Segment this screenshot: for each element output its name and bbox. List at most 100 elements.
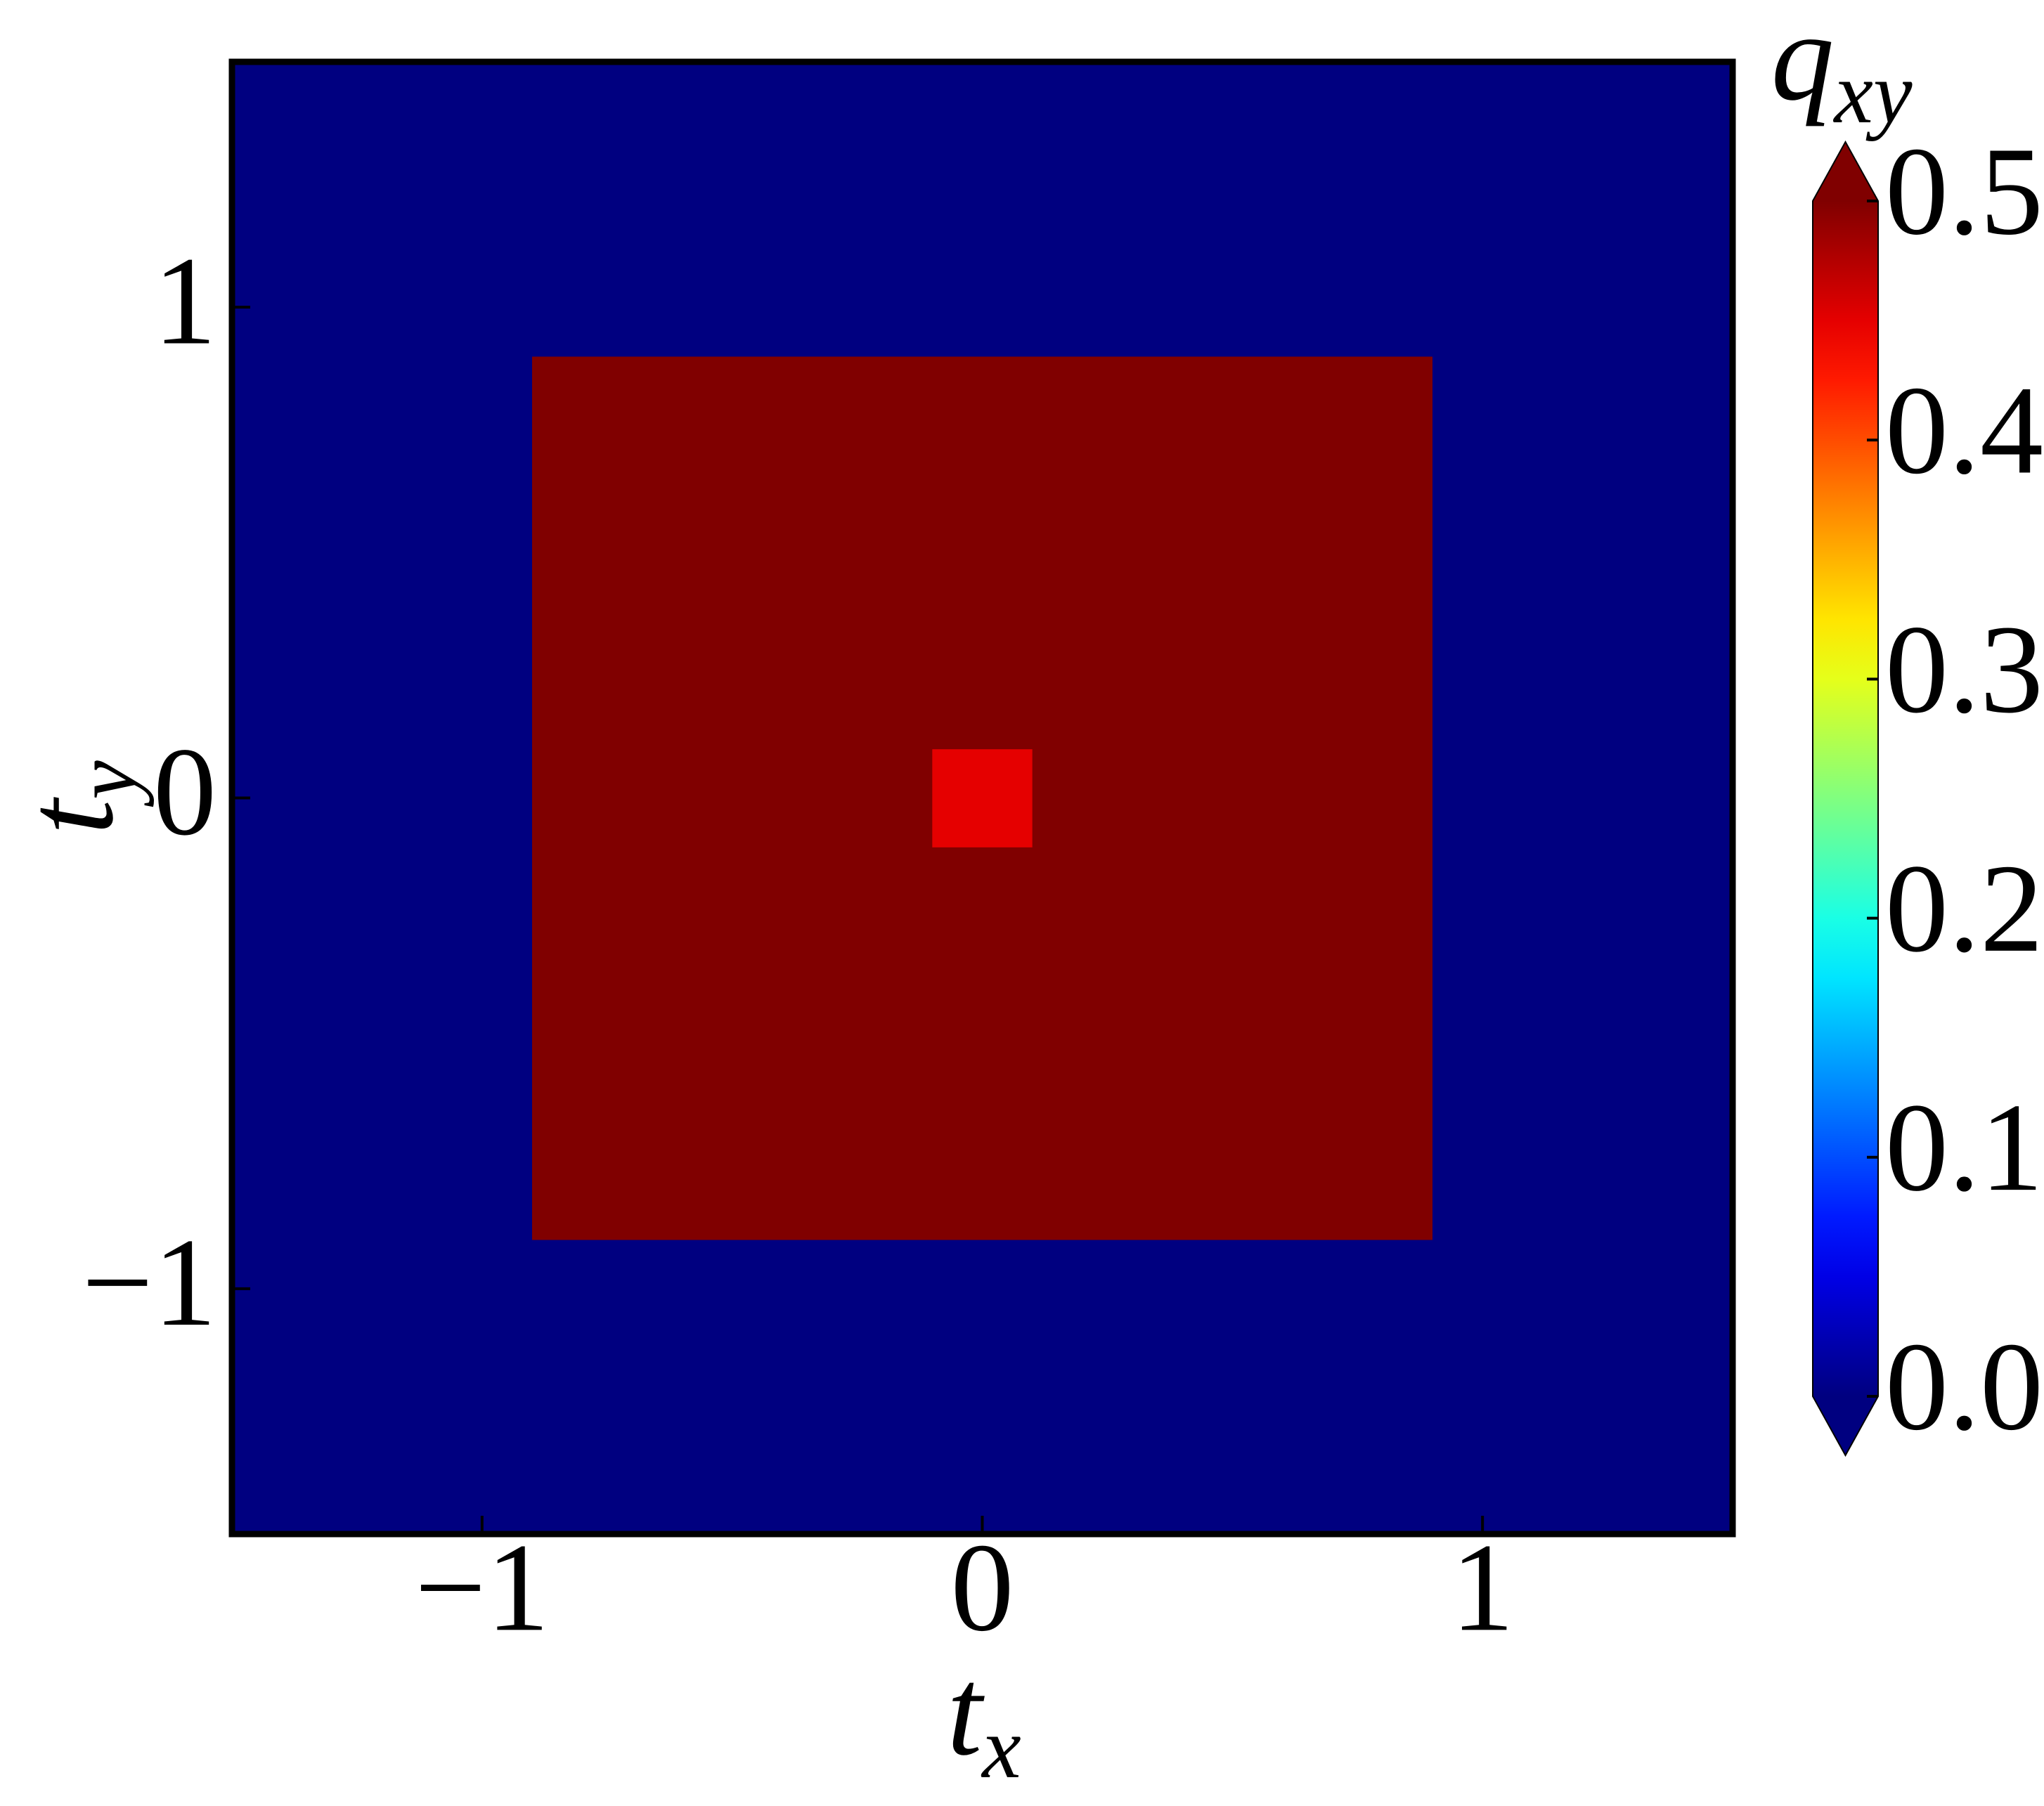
heatmap-cell xyxy=(1132,748,1233,847)
heatmap-cell xyxy=(1032,651,1133,750)
heatmap-cell xyxy=(1432,847,1533,946)
heatmap-cell xyxy=(632,945,733,1044)
x-axis-label-base: t xyxy=(947,1642,985,1781)
heatmap-cell xyxy=(1232,945,1333,1044)
heatmap-cell xyxy=(832,1337,933,1436)
heatmap-cell xyxy=(1132,1043,1233,1142)
heatmap-cell xyxy=(432,552,533,651)
y-tick-label: −1 xyxy=(82,1212,216,1352)
heatmap-cell xyxy=(332,160,433,259)
heatmap-cell xyxy=(1532,1043,1634,1142)
heatmap-cell xyxy=(432,454,533,553)
heatmap-cell xyxy=(1532,651,1634,750)
heatmap-cell xyxy=(1432,160,1533,259)
x-tick-label: −1 xyxy=(415,1517,550,1657)
heatmap-cell xyxy=(632,651,733,750)
heatmap-cell xyxy=(1632,1240,1733,1339)
heatmap-cell xyxy=(1132,1141,1233,1240)
heatmap-cell xyxy=(532,62,633,161)
heatmap-cell xyxy=(1532,1337,1634,1436)
heatmap-cell xyxy=(332,748,433,847)
heatmap-cell xyxy=(832,552,933,651)
heatmap-cell xyxy=(532,651,633,750)
heatmap-cell xyxy=(532,160,633,259)
heatmap-cell xyxy=(1332,1240,1433,1339)
y-tick-label: 1 xyxy=(153,230,216,370)
heatmap-cell xyxy=(1332,847,1433,946)
heatmap-cell xyxy=(1632,62,1733,161)
heatmap-cell xyxy=(1332,1043,1433,1142)
heatmap-cell xyxy=(1432,62,1533,161)
heatmap-cell xyxy=(332,1240,433,1339)
heatmap-cell xyxy=(1632,1436,1733,1535)
heatmap-cell xyxy=(932,1240,1033,1339)
heatmap-cell xyxy=(1632,1337,1733,1436)
x-tick-label: 1 xyxy=(1451,1517,1514,1657)
heatmap-cell xyxy=(1232,748,1333,847)
heatmap-cell xyxy=(1432,552,1533,651)
heatmap-cell xyxy=(1532,160,1634,259)
heatmap-cell xyxy=(1232,1436,1333,1535)
heatmap-cell xyxy=(232,847,332,946)
heatmap-cell xyxy=(832,258,933,357)
heatmap-cell xyxy=(1432,651,1533,750)
heatmap-cell xyxy=(332,258,433,357)
heatmap-cell xyxy=(732,552,833,651)
heatmap-cell xyxy=(832,160,933,259)
heatmap-cell xyxy=(732,1337,833,1436)
heatmap-cell xyxy=(432,748,533,847)
heatmap-cell xyxy=(832,651,933,750)
heatmap-cell xyxy=(1332,1436,1433,1535)
heatmap-cell xyxy=(932,1337,1033,1436)
heatmap-cell xyxy=(532,552,633,651)
heatmap-cell xyxy=(1632,748,1733,847)
heatmap-cell xyxy=(932,454,1033,553)
heatmap-cell xyxy=(232,1436,332,1535)
y-axis-label-base: t xyxy=(0,797,139,835)
heatmap-cell xyxy=(432,1337,533,1436)
heatmap-cell xyxy=(332,356,433,455)
heatmap-cell xyxy=(1332,356,1433,455)
heatmap-cell xyxy=(632,356,733,455)
heatmap-cell xyxy=(1132,651,1233,750)
heatmap-cell xyxy=(1532,847,1634,946)
heatmap-cell xyxy=(532,1337,633,1436)
y-tick-label: 0 xyxy=(153,722,216,862)
heatmap-cell xyxy=(732,1043,833,1142)
heatmap-cell xyxy=(1632,160,1733,259)
heatmap-cell xyxy=(932,62,1033,161)
heatmap-cell xyxy=(1132,552,1233,651)
heatmap-cell xyxy=(1132,1436,1233,1535)
heatmap-cell xyxy=(832,356,933,455)
heatmap-cell xyxy=(232,62,332,161)
heatmap-cell xyxy=(832,945,933,1044)
heatmap-cell xyxy=(1332,160,1433,259)
heatmap-cell xyxy=(1632,1141,1733,1240)
heatmap-cell xyxy=(632,454,733,553)
heatmap-cell xyxy=(1532,1141,1634,1240)
x-axis-label-sub: x xyxy=(981,1700,1021,1797)
heatmap-cell xyxy=(1232,454,1333,553)
heatmap-cell xyxy=(1032,552,1133,651)
heatmap-cell xyxy=(1132,847,1233,946)
heatmap-cell xyxy=(632,552,733,651)
heatmap-cell xyxy=(1232,1240,1333,1339)
heatmap-cell xyxy=(1532,1240,1634,1339)
heatmap-cell xyxy=(1032,1337,1133,1436)
heatmap-cell xyxy=(532,454,633,553)
heatmap-cell xyxy=(232,1337,332,1436)
heatmap-cell xyxy=(1232,1337,1333,1436)
heatmap-cell xyxy=(1132,1337,1233,1436)
heatmap-cell xyxy=(432,1141,533,1240)
heatmap-cell xyxy=(732,945,833,1044)
heatmap-cell xyxy=(332,62,433,161)
heatmap-cell xyxy=(332,552,433,651)
heatmap-cell xyxy=(1432,1240,1533,1339)
heatmap-cell xyxy=(1332,258,1433,357)
colorbar-tick-label: 0.0 xyxy=(1885,1316,2043,1456)
heatmap-cell xyxy=(332,1043,433,1142)
heatmap-cell xyxy=(632,748,733,847)
heatmap-cell xyxy=(232,1043,332,1142)
heatmap-cell xyxy=(1132,160,1233,259)
